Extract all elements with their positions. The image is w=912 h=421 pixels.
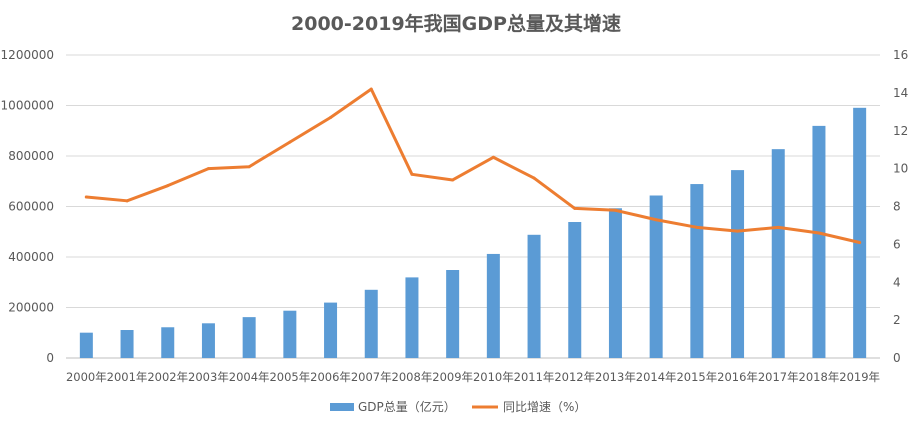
x-axis: 2000年 2001年 2002年 2003年 2004年 2005年 2006年 2007年… bbox=[66, 370, 880, 384]
bar bbox=[608, 208, 622, 358]
x-tick-label: 2013年 bbox=[595, 370, 636, 384]
right-tick-label: 10 bbox=[893, 162, 908, 176]
bar bbox=[568, 222, 582, 358]
line-point bbox=[613, 208, 617, 212]
line-point bbox=[776, 225, 780, 229]
line-series bbox=[84, 87, 862, 244]
right-tick-label: 2 bbox=[893, 313, 901, 327]
line-point bbox=[369, 87, 373, 91]
x-tick-label: 2005年 bbox=[269, 370, 310, 384]
right-tick-label: 0 bbox=[893, 351, 901, 365]
x-tick-label: 2008年 bbox=[392, 370, 433, 384]
line-point bbox=[817, 231, 821, 235]
legend: GDP总量（亿元） 同比增速（%） bbox=[330, 399, 586, 414]
bar-series bbox=[79, 107, 867, 359]
line-point bbox=[206, 167, 210, 171]
x-tick-label: 2010年 bbox=[473, 370, 514, 384]
legend-label-growth: 同比增速（%） bbox=[503, 400, 586, 414]
bar bbox=[853, 107, 867, 359]
x-tick-label: 2014年 bbox=[636, 370, 677, 384]
line-point bbox=[695, 225, 699, 229]
line-point bbox=[736, 229, 740, 233]
bar bbox=[324, 302, 338, 358]
x-tick-label: 2015年 bbox=[676, 370, 717, 384]
line-point bbox=[247, 165, 251, 169]
x-tick-label: 2004年 bbox=[229, 370, 270, 384]
x-tick-label: 2000年 bbox=[66, 370, 107, 384]
growth-line bbox=[84, 87, 862, 244]
line-point bbox=[329, 115, 333, 119]
line-point bbox=[491, 155, 495, 159]
left-axis: 0 200000 400000 600000 800000 1000000 1200000 bbox=[1, 48, 54, 365]
bar bbox=[527, 234, 541, 358]
bar bbox=[364, 289, 378, 358]
bar bbox=[79, 332, 93, 358]
gridlines bbox=[66, 54, 880, 359]
x-tick-label: 2016年 bbox=[717, 370, 758, 384]
line-point bbox=[84, 195, 88, 199]
x-tick-label: 2012年 bbox=[554, 370, 595, 384]
bar bbox=[731, 170, 745, 358]
right-tick-label: 14 bbox=[893, 86, 908, 100]
x-tick-label: 2017年 bbox=[758, 370, 799, 384]
bar bbox=[120, 330, 134, 358]
left-tick-label: 600000 bbox=[8, 200, 54, 214]
left-tick-label: 800000 bbox=[8, 149, 54, 163]
x-tick-label: 2003年 bbox=[188, 370, 229, 384]
left-tick-label: 1000000 bbox=[1, 99, 54, 113]
line-point bbox=[858, 240, 862, 244]
x-tick-label: 2002年 bbox=[147, 370, 188, 384]
bar bbox=[405, 277, 419, 358]
legend-label-gdp: GDP总量（亿元） bbox=[358, 399, 456, 414]
line-point bbox=[410, 172, 414, 176]
left-tick-label: 1200000 bbox=[1, 48, 54, 62]
chart-title: 2000-2019年我国GDP总量及其增速 bbox=[291, 12, 621, 35]
right-tick-label: 6 bbox=[893, 237, 901, 251]
bar bbox=[161, 327, 175, 358]
bar bbox=[446, 269, 460, 358]
left-tick-label: 400000 bbox=[8, 250, 54, 264]
right-axis: 0 2 4 6 8 10 12 14 16 bbox=[893, 48, 908, 365]
bar bbox=[242, 317, 256, 358]
x-tick-label: 2006年 bbox=[310, 370, 351, 384]
x-tick-label: 2011年 bbox=[514, 370, 555, 384]
right-tick-label: 8 bbox=[893, 200, 901, 214]
bar bbox=[690, 184, 704, 358]
x-tick-label: 2009年 bbox=[432, 370, 473, 384]
line-point bbox=[166, 184, 170, 188]
x-tick-label: 2019年 bbox=[839, 370, 880, 384]
line-point bbox=[451, 178, 455, 182]
x-tick-label: 2007年 bbox=[351, 370, 392, 384]
left-tick-label: 0 bbox=[46, 351, 54, 365]
right-tick-label: 4 bbox=[893, 275, 901, 289]
x-tick-label: 2001年 bbox=[107, 370, 148, 384]
line-point bbox=[288, 140, 292, 144]
line-point bbox=[532, 176, 536, 180]
bar bbox=[649, 195, 663, 358]
bar bbox=[812, 125, 826, 358]
legend-swatch-gdp bbox=[330, 403, 354, 411]
bar bbox=[771, 149, 785, 358]
right-tick-label: 12 bbox=[893, 124, 908, 138]
bar bbox=[201, 323, 215, 358]
line-point bbox=[654, 218, 658, 222]
left-tick-label: 200000 bbox=[8, 301, 54, 315]
line-point bbox=[125, 199, 129, 203]
bar bbox=[283, 310, 297, 358]
bar bbox=[486, 253, 500, 358]
line-point bbox=[573, 206, 577, 210]
right-tick-label: 16 bbox=[893, 48, 908, 62]
x-tick-label: 2018年 bbox=[799, 370, 840, 384]
